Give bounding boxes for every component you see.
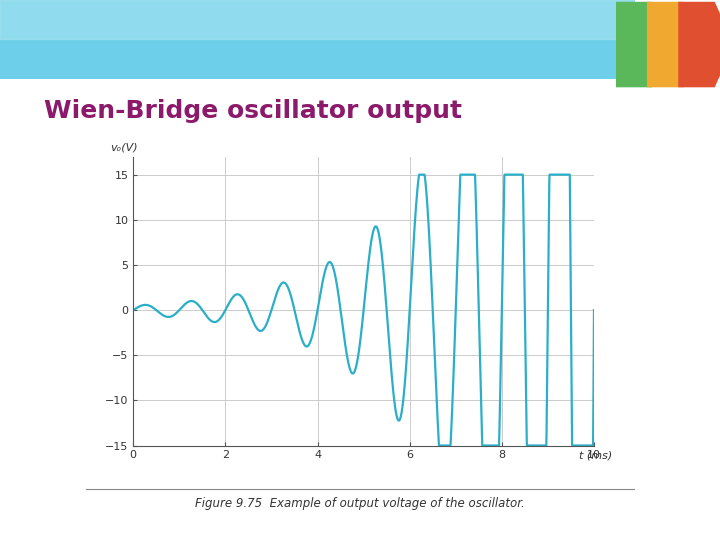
Text: Wien-Bridge oscillator output: Wien-Bridge oscillator output xyxy=(45,99,462,123)
Polygon shape xyxy=(616,2,671,87)
Text: t (ms): t (ms) xyxy=(579,450,613,460)
Text: Figure 9.75  Example of output voltage of the oscillator.: Figure 9.75 Example of output voltage of… xyxy=(195,497,525,510)
Text: vₒ(V): vₒ(V) xyxy=(110,142,138,152)
Polygon shape xyxy=(647,2,702,87)
Polygon shape xyxy=(678,2,720,87)
